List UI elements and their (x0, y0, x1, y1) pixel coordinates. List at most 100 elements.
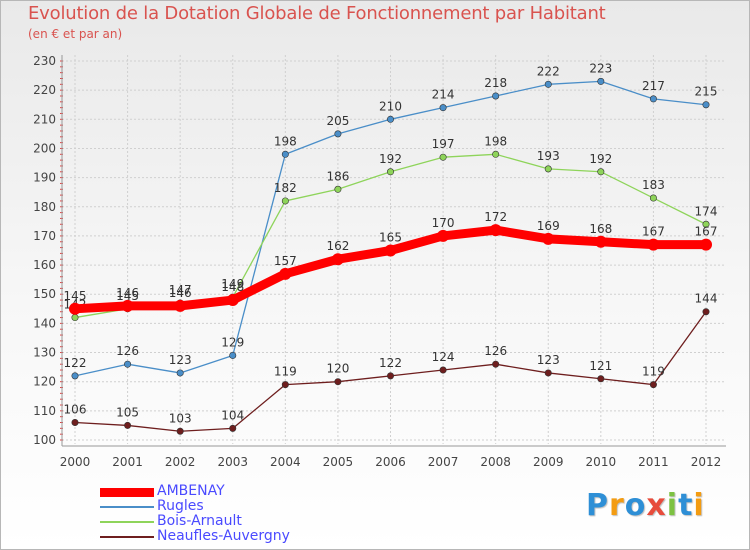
data-point-ambenay (700, 238, 712, 251)
data-point-bois-arnault (544, 165, 552, 173)
x-tick-label: 2011 (638, 455, 669, 469)
logo-letter: i (666, 488, 679, 523)
y-tick-label: 100 (33, 433, 56, 447)
data-label-ambenay: 168 (589, 222, 612, 236)
data-point-neaufles-auvergny (334, 378, 342, 386)
data-label-bois-arnault: 145 (116, 289, 139, 303)
data-label-ambenay: 167 (642, 225, 665, 239)
series-neaufles-auvergny: 106 105 103 104 119 120 122 124 126 123 121 119 144 (64, 292, 718, 435)
data-label-bois-arnault: 183 (642, 178, 665, 192)
y-tick-label: 200 (33, 141, 56, 155)
data-point-rugles (386, 115, 394, 123)
data-label-bois-arnault: 147 (169, 283, 192, 297)
data-point-rugles (702, 101, 710, 109)
data-label-bois-arnault: 149 (221, 277, 244, 291)
data-label-bois-arnault: 197 (432, 137, 455, 151)
x-tick-label: 2007 (428, 455, 459, 469)
data-label-rugles: 126 (116, 344, 139, 358)
data-point-ambenay (226, 294, 239, 307)
data-point-ambenay (69, 302, 81, 315)
x-tick-label: 2010 (586, 455, 617, 469)
data-point-rugles (71, 372, 79, 380)
data-point-bois-arnault (439, 153, 447, 161)
x-tick-label: 2003 (217, 455, 248, 469)
y-tick-label: 140 (33, 316, 56, 330)
data-label-neaufles-auvergny: 124 (432, 350, 455, 364)
logo-letter: o (624, 488, 647, 523)
data-point-neaufles-auvergny (386, 372, 394, 380)
data-label-ambenay: 146 (116, 286, 139, 300)
data-label-neaufles-auvergny: 104 (221, 408, 244, 422)
legend-swatch (100, 488, 154, 497)
data-point-ambenay (489, 224, 502, 237)
data-label-rugles: 123 (169, 353, 192, 367)
data-label-rugles: 129 (221, 335, 244, 349)
data-point-neaufles-auvergny (229, 424, 237, 432)
data-point-ambenay (331, 253, 344, 266)
logo-letter: P (586, 488, 609, 523)
data-point-bois-arnault (597, 168, 605, 176)
y-tick-label: 210 (33, 112, 56, 126)
data-point-bois-arnault (492, 150, 500, 158)
x-tick-label: 2002 (165, 455, 196, 469)
data-label-rugles: 214 (432, 88, 455, 102)
y-tick-label: 170 (33, 229, 56, 243)
x-tick-label: 2008 (480, 455, 511, 469)
data-point-ambenay (594, 235, 607, 248)
data-point-ambenay (437, 229, 450, 242)
data-point-rugles (229, 351, 237, 359)
data-point-neaufles-auvergny (124, 421, 132, 429)
data-point-rugles (492, 92, 500, 100)
logo-letter: t (678, 488, 694, 523)
data-label-rugles: 122 (64, 356, 87, 370)
y-tick-label: 180 (33, 200, 56, 214)
data-label-rugles: 222 (537, 64, 560, 78)
data-label-rugles: 210 (379, 99, 402, 113)
legend-label: Neaufles-Auvergny (157, 528, 290, 544)
data-point-ambenay (279, 267, 292, 280)
data-label-rugles: 198 (274, 134, 297, 148)
data-label-neaufles-auvergny: 144 (695, 292, 718, 306)
data-label-ambenay: 162 (326, 239, 349, 253)
data-point-rugles (281, 150, 289, 158)
y-tick-label: 130 (33, 346, 56, 360)
data-label-ambenay: 169 (537, 219, 560, 233)
y-tick-label: 220 (33, 83, 56, 97)
data-point-ambenay (384, 244, 397, 257)
legend-label: AMBENAY (157, 483, 225, 499)
data-label-bois-arnault: 182 (274, 181, 297, 195)
data-label-ambenay: 165 (379, 231, 402, 245)
data-point-bois-arnault (71, 314, 79, 322)
data-point-bois-arnault (649, 194, 657, 202)
data-label-ambenay: 172 (484, 210, 507, 224)
data-point-rugles (649, 95, 657, 103)
legend-swatch (100, 506, 154, 508)
y-tick-label: 160 (33, 258, 56, 272)
data-label-rugles: 215 (695, 85, 718, 99)
legend-swatch (100, 536, 154, 538)
data-label-ambenay: 170 (432, 216, 455, 230)
data-point-bois-arnault (281, 197, 289, 205)
data-point-bois-arnault (386, 168, 394, 176)
data-label-neaufles-auvergny: 121 (589, 359, 612, 373)
data-point-neaufles-auvergny (281, 381, 289, 389)
data-point-rugles (544, 80, 552, 88)
data-label-rugles: 217 (642, 79, 665, 93)
logo-letter: i (693, 488, 705, 523)
data-label-bois-arnault: 192 (379, 152, 402, 166)
data-point-rugles (597, 77, 605, 85)
data-point-bois-arnault (702, 220, 710, 228)
data-point-rugles (439, 104, 447, 112)
data-point-neaufles-auvergny (597, 375, 605, 383)
x-tick-label: 2000 (60, 455, 91, 469)
chart-subtitle: (en € et par an) (28, 27, 123, 41)
data-point-neaufles-auvergny (71, 419, 79, 427)
data-label-neaufles-auvergny: 105 (116, 405, 139, 419)
data-label-ambenay: 157 (274, 254, 297, 268)
data-label-bois-arnault: 193 (537, 149, 560, 163)
data-label-bois-arnault: 198 (484, 134, 507, 148)
data-point-neaufles-auvergny (544, 369, 552, 377)
data-label-neaufles-auvergny: 120 (326, 362, 349, 376)
data-point-rugles (176, 369, 184, 377)
